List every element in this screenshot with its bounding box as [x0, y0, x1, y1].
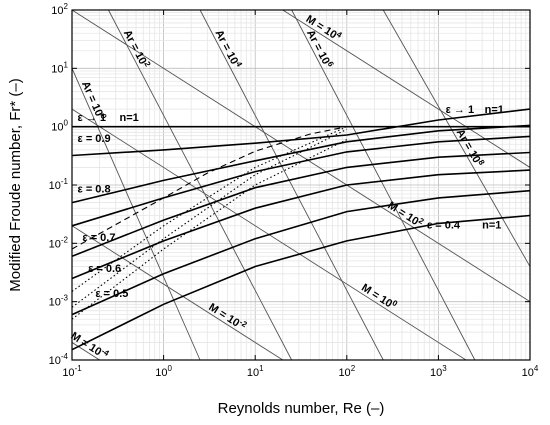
y-tick-label: 10-2	[49, 235, 69, 250]
series-line	[71, 169, 531, 280]
y-tick-label: 102	[51, 2, 68, 17]
epsilon-label: ε = 0.7	[82, 232, 115, 244]
x-tick-label: 10-1	[62, 364, 82, 379]
series-dotted-line	[71, 126, 348, 292]
x-tick-label: 100	[155, 364, 172, 379]
series-line	[71, 151, 531, 258]
ar-line	[108, 9, 293, 361]
m-line	[71, 342, 100, 361]
x-tick-label: 103	[430, 364, 447, 379]
series-dashed-line	[71, 126, 347, 250]
epsilon-label: ε = 0.8	[78, 183, 111, 195]
y-tick-label: 10-1	[49, 177, 69, 192]
axis-ticks: 10-1 100 101 102 103 104 10-4 10-3 10-2 10-1 100 10…	[49, 2, 539, 379]
epsilon-label: n=1	[485, 104, 504, 116]
m-line	[71, 9, 531, 303]
epsilon-label: ε → 1	[446, 104, 474, 116]
epsilon-label: ε = 0.9	[78, 133, 111, 145]
y-axis-label: Modified Froude number, Fr* (–)	[7, 78, 24, 291]
ar-line	[71, 68, 201, 361]
m-label: M = 100	[359, 280, 399, 313]
x-tick-label: 104	[522, 364, 539, 379]
ar-line	[199, 9, 384, 361]
y-tick-label: 10-3	[49, 294, 69, 309]
ar-line	[291, 9, 476, 361]
series-dotted-line	[71, 128, 348, 308]
x-tick-label: 102	[338, 364, 355, 379]
data-series	[71, 108, 531, 351]
m-line	[282, 9, 531, 168]
series-line	[71, 135, 531, 227]
grid	[71, 10, 530, 361]
epsilon-label: ε → 1	[78, 112, 106, 124]
epsilon-label: ε = 0.6	[88, 263, 121, 275]
series-line	[71, 108, 531, 157]
y-tick-label: 101	[51, 60, 68, 75]
m-line	[71, 225, 284, 361]
epsilon-label: ε = 0.4	[427, 219, 461, 231]
x-axis-label: Reynolds number, Re (–)	[218, 400, 385, 417]
epsilon-label: n=1	[482, 219, 501, 231]
y-tick-label: 100	[51, 119, 68, 134]
series-line	[71, 214, 531, 351]
series-line	[71, 124, 531, 204]
epsilon-label: ε = 0.5	[95, 288, 128, 300]
series-line	[71, 189, 531, 316]
epsilon-label: n=1	[119, 112, 138, 124]
ar-line	[382, 9, 531, 267]
x-tick-label: 101	[247, 364, 264, 379]
y-tick-label: 10-4	[49, 352, 69, 367]
